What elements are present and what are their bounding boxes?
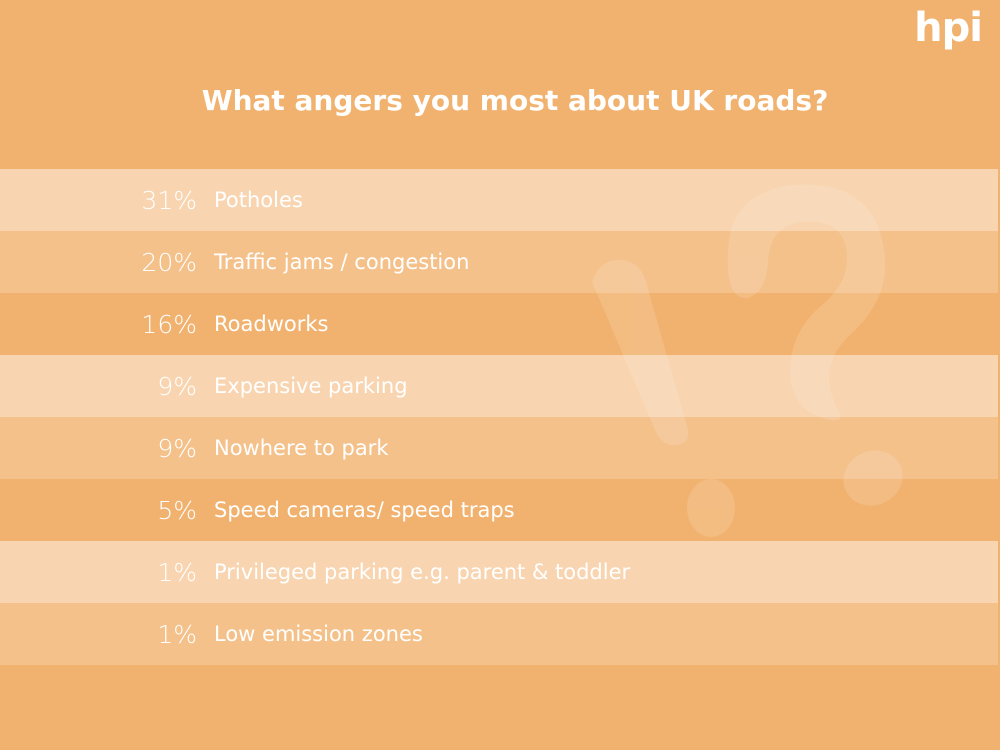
category-label: Speed cameras/ speed traps — [214, 498, 515, 522]
category-label: Nowhere to park — [214, 436, 389, 460]
category-label: Privileged parking e.g. parent & toddler — [214, 560, 631, 584]
table-row: 9% Expensive parking — [0, 355, 998, 417]
percentage-value: 20% — [141, 247, 197, 277]
percentage-value: 5% — [157, 495, 197, 525]
table-row: 16% Roadworks — [0, 293, 998, 355]
percentage-value: 16% — [141, 309, 197, 339]
category-label: Expensive parking — [214, 374, 408, 398]
table-row: 20% Traffic jams / congestion — [0, 231, 998, 293]
results-table: 31% Potholes 20% Traffic jams / congestion 1… — [0, 169, 998, 665]
table-row: 1% Low emission zones — [0, 603, 998, 665]
percentage-value: 31% — [141, 185, 197, 215]
percentage-value: 9% — [157, 371, 197, 401]
percentage-value: 9% — [157, 433, 197, 463]
percentage-value: 1% — [157, 557, 197, 587]
category-label: Roadworks — [214, 312, 329, 336]
percentage-value: 1% — [157, 619, 197, 649]
category-label: Potholes — [214, 188, 303, 212]
table-row: 31% Potholes — [0, 169, 998, 231]
table-row: 1% Privileged parking e.g. parent & toddl… — [0, 541, 998, 603]
category-label: Traffic jams / congestion — [214, 250, 470, 274]
category-label: Low emission zones — [214, 622, 423, 646]
chart-title: What angers you most about UK roads? — [201, 84, 829, 117]
table-row: 9% Nowhere to park — [0, 417, 998, 479]
hpi-logo: hpi — [914, 5, 983, 51]
table-row: 5% Speed cameras/ speed traps — [0, 479, 998, 541]
